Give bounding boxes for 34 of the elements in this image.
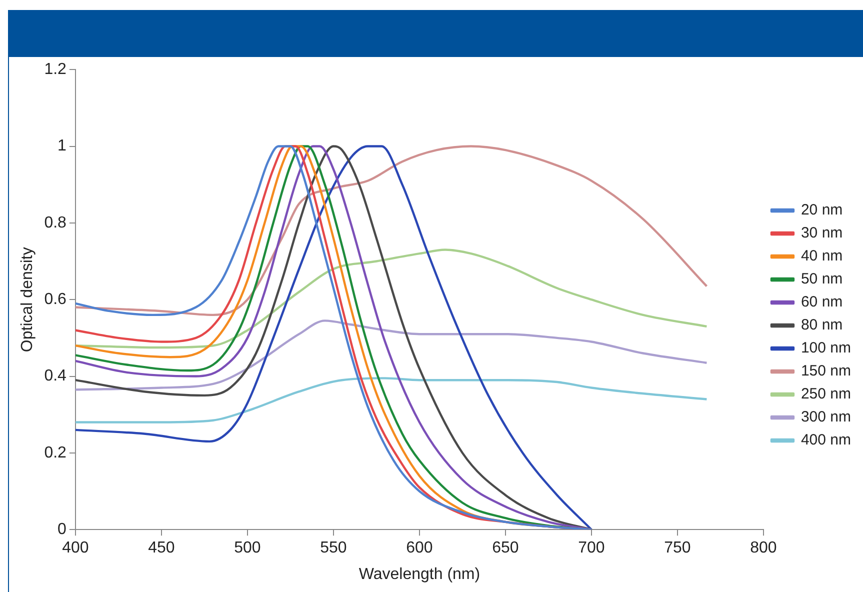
x-tick-label: 750 [664,540,691,557]
line-series [75,145,708,316]
line-series [75,145,593,530]
y-tick-label: 0 [58,521,67,538]
legend-label: 60 nm [800,294,843,311]
y-tick-label: 0.4 [44,368,67,385]
y-tick-label: 1.2 [44,61,67,78]
line-series [75,377,708,424]
x-tick-label: 450 [148,540,175,557]
legend-label: 50 nm [800,270,843,288]
legend-label: 40 nm [800,248,843,265]
legend-label: 400 nm [800,432,852,449]
x-tick-label: 400 [62,540,89,557]
x-tick-label: 700 [578,540,605,557]
y-tick-label: 0.6 [44,291,67,308]
x-tick-label: 550 [320,540,347,557]
legend-label: 20 nm [800,202,843,219]
y-tick-label: 0.2 [44,444,67,462]
x-tick-label: 800 [750,540,777,557]
legend-label: 30 nm [800,224,843,242]
legend-label: 300 nm [800,408,852,426]
legend-label: 100 nm [800,340,852,357]
x-tick-label: 650 [492,540,519,557]
line-series [75,248,708,349]
x-tick-label: 600 [406,540,433,557]
x-tick-label: 500 [234,540,261,557]
line-series [75,320,708,391]
y-axis-title: Optical density [19,247,36,352]
legend-label: 80 nm [800,316,843,334]
y-tick-label: 0.8 [44,214,67,232]
y-tick-label: 1 [58,138,67,155]
legend-label: 250 nm [800,386,852,403]
x-axis-title: Wavelength (nm) [358,566,480,583]
legend-label: 150 nm [800,362,852,380]
